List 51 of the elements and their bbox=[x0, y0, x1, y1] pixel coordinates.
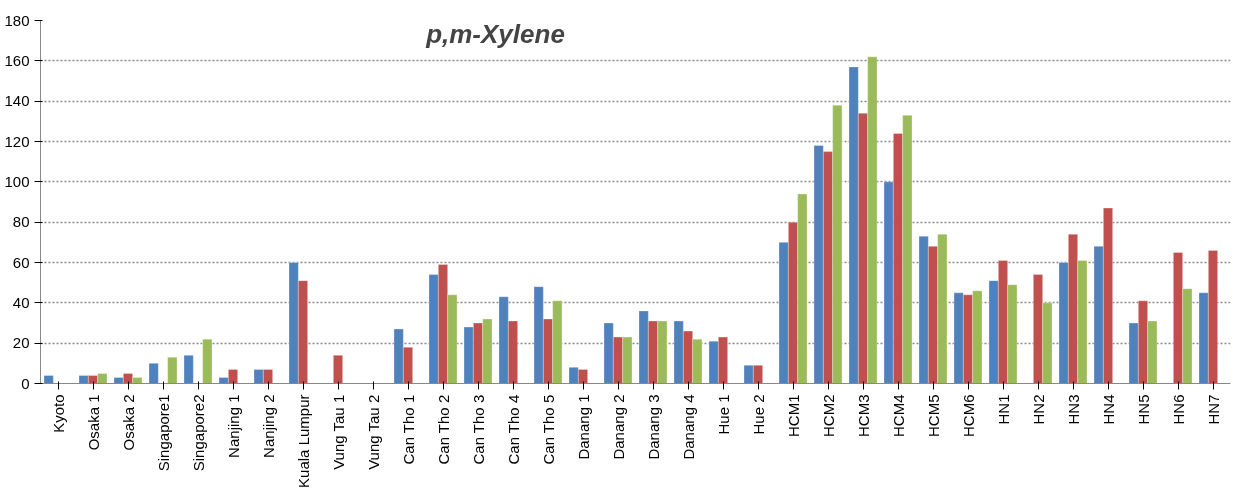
x-tick-label: HCM2 bbox=[819, 394, 837, 437]
x-tick-label: HN5 bbox=[1134, 394, 1152, 425]
x-tick-label: HCM4 bbox=[889, 394, 907, 437]
y-tick-label: 40 bbox=[12, 293, 30, 311]
x-tick-label: Danang 2 bbox=[609, 394, 627, 460]
y-tick-label: 0 bbox=[21, 374, 30, 392]
x-tick-label: HCM3 bbox=[854, 394, 872, 437]
bar bbox=[202, 338, 213, 384]
bar bbox=[333, 355, 343, 384]
x-tick-label: HN2 bbox=[1029, 394, 1047, 425]
x-tick-label: Nanjing 2 bbox=[259, 394, 277, 458]
x-tick-label: HCM6 bbox=[959, 394, 977, 437]
x-tick-label: Can Tho 4 bbox=[504, 394, 522, 465]
x-tick-label: Hue 2 bbox=[749, 394, 767, 435]
x-tick-label: Kyoto bbox=[49, 394, 67, 433]
x-tick-label: Hue 1 bbox=[714, 394, 732, 435]
y-tick-label: 20 bbox=[12, 334, 30, 352]
x-tick-label: HCM1 bbox=[784, 394, 802, 437]
bar bbox=[148, 363, 159, 384]
x-tick-label: Danang 4 bbox=[679, 394, 697, 460]
y-tick-label: 120 bbox=[4, 132, 30, 150]
x-tick-label: Osaka 2 bbox=[119, 394, 137, 451]
x-tick-label: Danang 1 bbox=[574, 394, 592, 460]
y-tick-label: 100 bbox=[4, 172, 30, 190]
x-tick-label: HN6 bbox=[1169, 394, 1187, 425]
x-tick-label: Osaka 1 bbox=[84, 394, 102, 451]
y-tick-label: 80 bbox=[12, 213, 30, 231]
chart-title: p,m-Xylene bbox=[425, 18, 565, 49]
x-tick-label: Singapore1 bbox=[154, 394, 172, 472]
y-tick-label: 60 bbox=[12, 253, 30, 271]
x-tick-label: Can Tho 1 bbox=[399, 394, 417, 465]
x-tick-label: Can Tho 5 bbox=[539, 394, 557, 465]
bar bbox=[167, 357, 178, 384]
bar bbox=[43, 375, 54, 384]
y-tick-label: 160 bbox=[4, 51, 30, 69]
bar bbox=[183, 355, 194, 384]
x-tick-label: Danang 3 bbox=[644, 394, 662, 460]
x-tick-label: Vung Tau 1 bbox=[329, 394, 347, 470]
x-tick-label: HCM5 bbox=[924, 394, 942, 437]
x-tick-label: Singapore2 bbox=[189, 394, 207, 472]
x-tick-label: HN1 bbox=[994, 394, 1012, 425]
x-tick-label: HN7 bbox=[1204, 394, 1222, 425]
x-tick-label: Vung Tau 2 bbox=[364, 394, 382, 470]
x-tick-label: Can Tho 3 bbox=[469, 394, 487, 465]
x-tick-label: Nanjing 1 bbox=[224, 394, 242, 458]
x-tick-label: Kuala Lumpur bbox=[294, 394, 312, 488]
y-tick-label: 180 bbox=[4, 11, 30, 29]
x-tick-label: HN4 bbox=[1099, 394, 1117, 425]
y-tick-label: 140 bbox=[4, 92, 30, 110]
x-tick-label: Can Tho 2 bbox=[434, 394, 452, 465]
x-tick-label: HN3 bbox=[1064, 394, 1082, 425]
